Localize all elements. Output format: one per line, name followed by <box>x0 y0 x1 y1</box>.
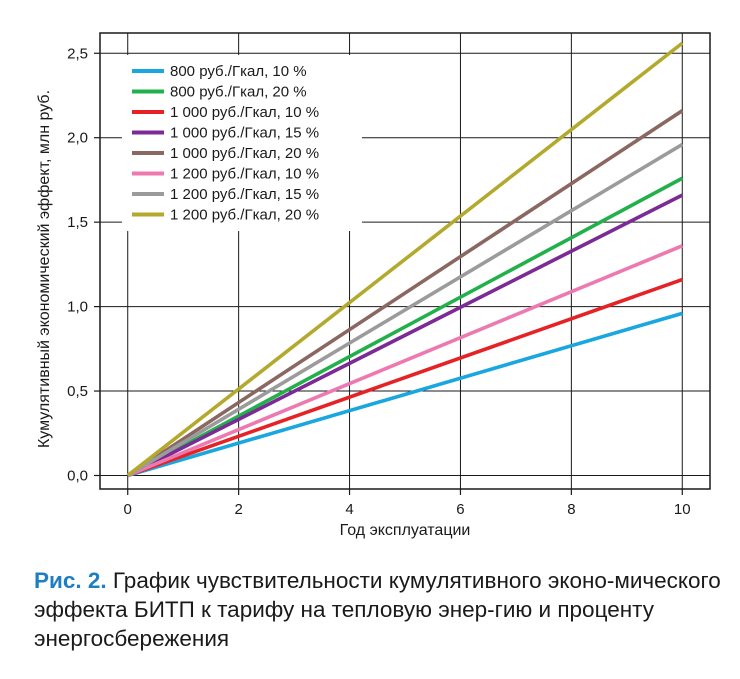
series-line <box>126 176 684 478</box>
x-tick-label: 6 <box>456 501 464 518</box>
y-tick-label: 2,5 <box>67 45 88 62</box>
series-line <box>126 41 684 477</box>
figure-caption: Рис. 2. График чувствительности кумуляти… <box>34 566 724 653</box>
ticks <box>94 52 683 495</box>
legend-label: 1 000 руб./Гкал, 10 % <box>170 104 319 121</box>
y-axis-title: Кумулятивный экономический эффект, млн р… <box>36 90 53 448</box>
legend-label: 1 000 руб./Гкал, 15 % <box>170 125 319 142</box>
y-tick-label: 0,0 <box>67 467 88 484</box>
legend-label: 1 000 руб./Гкал, 20 % <box>170 145 319 162</box>
chart: 0 2 4 6 8 10 0,0 0,5 1,0 1,5 2,0 2,5 Год эксплуатац… <box>36 32 711 539</box>
x-tick-label: 10 <box>674 501 691 518</box>
legend: 800 руб./Гкал, 10 % 800 руб./Гкал, 20 % 1 … <box>122 55 362 231</box>
y-tick-label: 2,0 <box>67 130 88 147</box>
figure-caption-label: Рис. 2. <box>34 568 107 593</box>
plot-frame <box>99 32 711 490</box>
series-lines <box>126 41 684 478</box>
legend-label: 1 200 руб./Гкал, 20 % <box>170 207 319 224</box>
series-line <box>126 109 684 477</box>
y-tick-label: 1,5 <box>67 214 88 231</box>
legend-label: 800 руб./Гкал, 10 % <box>170 63 307 80</box>
x-axis-title: Год эксплуатации <box>340 522 471 539</box>
legend-background <box>122 55 362 231</box>
x-tick-label: 8 <box>567 501 575 518</box>
tick-labels: 0 2 4 6 8 10 0,0 0,5 1,0 1,5 2,0 2,5 <box>67 45 690 518</box>
x-tick-label: 2 <box>234 501 242 518</box>
legend-label: 1 200 руб./Гкал, 10 % <box>170 166 319 183</box>
series-line <box>126 193 684 478</box>
series-line <box>127 277 683 478</box>
x-tick-label: 4 <box>345 501 353 518</box>
y-tick-label: 1,0 <box>67 299 88 316</box>
figure-caption-text: График чувствительности кумулятивного эк… <box>34 568 721 651</box>
legend-label: 800 руб./Гкал, 20 % <box>170 84 307 101</box>
x-tick-label: 0 <box>124 501 132 518</box>
series-line <box>127 244 683 478</box>
legend-label: 1 200 руб./Гкал, 15 % <box>170 186 319 203</box>
series-line <box>126 142 684 478</box>
series-line <box>127 311 683 478</box>
y-tick-label: 0,5 <box>67 383 88 400</box>
